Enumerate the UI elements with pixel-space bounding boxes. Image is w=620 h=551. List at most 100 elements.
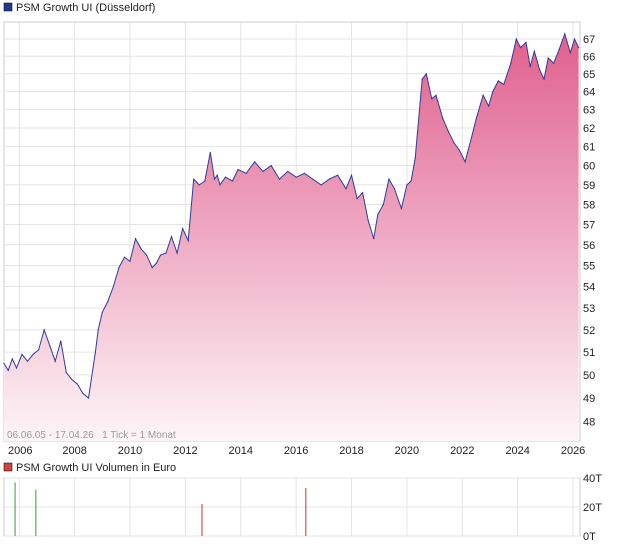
price-point-52: [295, 176, 297, 178]
price-point-28: [151, 266, 153, 269]
x-tick-label-2018: 2018: [339, 445, 363, 457]
x-tick-label-2020: 2020: [395, 445, 419, 457]
volume-grid-horizontal: [4, 477, 580, 537]
price-point-45: [237, 168, 239, 171]
price-point-76: [442, 118, 444, 120]
price-point-7: [38, 349, 40, 351]
price-point-43: [224, 176, 227, 178]
price-point-32: [170, 236, 173, 238]
y-tick-label-58: 58: [583, 200, 595, 212]
price-point-58: [345, 188, 347, 190]
price-point-95: [543, 78, 545, 80]
price-point-96: [547, 57, 549, 59]
price-point-62: [367, 219, 369, 222]
price-point-10: [54, 360, 56, 362]
y-tick-label-54: 54: [583, 282, 595, 294]
price-point-74: [431, 98, 433, 100]
price-point-79: [458, 149, 461, 152]
price-point-75: [435, 94, 437, 96]
price-point-17: [94, 351, 96, 353]
y-tick-label-62: 62: [583, 123, 595, 135]
price-point-25: [134, 238, 137, 240]
x-tick-label-2016: 2016: [284, 445, 308, 457]
price-point-68: [400, 207, 402, 210]
price-point-12: [65, 371, 67, 374]
y-tick-label-57: 57: [583, 219, 595, 231]
price-point-19: [101, 311, 103, 313]
price-point-56: [328, 178, 330, 180]
price-point-21: [112, 285, 114, 288]
y-tick-label-50: 50: [583, 370, 595, 382]
legend-label-volume: PSM Growth UI Volumen in Euro: [16, 462, 176, 474]
price-point-64: [377, 213, 379, 216]
y-tick-label-49: 49: [583, 393, 595, 405]
price-point-33: [176, 252, 178, 254]
price-point-84: [488, 105, 490, 107]
y-tick-label-56: 56: [583, 240, 595, 252]
price-point-71: [414, 157, 416, 159]
price-point-5: [26, 360, 29, 362]
price-point-9: [49, 344, 51, 347]
y-tick-label-61: 61: [583, 142, 595, 154]
volume-bars: [14, 482, 307, 536]
price-point-1: [7, 369, 9, 371]
price-point-35: [187, 240, 189, 242]
price-point-101: [573, 38, 576, 40]
price-point-53: [303, 172, 306, 174]
price-point-48: [262, 170, 264, 172]
price-point-100: [569, 52, 571, 54]
price-point-34: [182, 227, 184, 230]
price-point-78: [453, 142, 455, 144]
price-point-2: [11, 358, 13, 360]
price-point-14: [76, 383, 78, 385]
price-x-axis-ticks: 2006 2008 2010 2012 2014 2016 2018 2020 2022 2024…: [8, 445, 585, 457]
price-point-8: [43, 329, 45, 331]
price-point-63: [373, 238, 375, 240]
x-tick-label-2026: 2026: [561, 445, 585, 457]
y-tick-label-53: 53: [583, 303, 595, 315]
price-point-18: [97, 329, 99, 331]
price-point-90: [519, 46, 522, 49]
price-point-91: [525, 41, 527, 44]
price-point-70: [410, 180, 412, 182]
y-tick-label-52: 52: [583, 325, 595, 337]
y-tick-label-59: 59: [583, 180, 595, 192]
price-point-72: [421, 78, 423, 80]
price-point-47: [254, 161, 256, 163]
price-point-73: [425, 73, 427, 75]
price-point-55: [320, 184, 322, 186]
price-point-65: [382, 203, 384, 206]
price-point-42: [219, 184, 221, 186]
price-point-27: [146, 254, 148, 256]
y-tick-label-55: 55: [583, 260, 595, 272]
x-tick-label-2008: 2008: [62, 445, 86, 457]
x-tick-label-2014: 2014: [229, 445, 253, 457]
y-tick-label-66: 66: [583, 51, 595, 63]
price-point-11: [60, 340, 62, 342]
legend-label-price: PSM Growth UI (Düsseldorf): [16, 2, 155, 14]
price-point-44: [231, 180, 234, 182]
y-tick-label-65: 65: [583, 69, 595, 81]
legend-swatch-volume: [3, 462, 13, 472]
price-point-49: [270, 165, 272, 167]
price-point-86: [497, 80, 499, 82]
price-point-22: [118, 266, 120, 269]
y-tick-label-48: 48: [583, 417, 595, 429]
y-tick-label-63: 63: [583, 105, 595, 117]
legend-swatch-price: [3, 2, 13, 12]
volume-y-tick-label-0T: 0T: [583, 531, 596, 543]
price-point-69: [406, 184, 408, 186]
y-tick-label-51: 51: [583, 347, 595, 359]
x-tick-label-2010: 2010: [118, 445, 142, 457]
price-point-46: [245, 172, 247, 174]
volume-y-tick-label-20T: 20T: [583, 502, 602, 514]
price-point-97: [553, 62, 555, 64]
price-point-102: [578, 46, 580, 49]
price-point-85: [492, 90, 494, 93]
price-point-15: [82, 392, 84, 394]
price-point-82: [475, 118, 477, 120]
y-tick-label-67: 67: [583, 34, 595, 46]
price-area-fill: [4, 33, 579, 442]
price-point-51: [287, 170, 289, 172]
